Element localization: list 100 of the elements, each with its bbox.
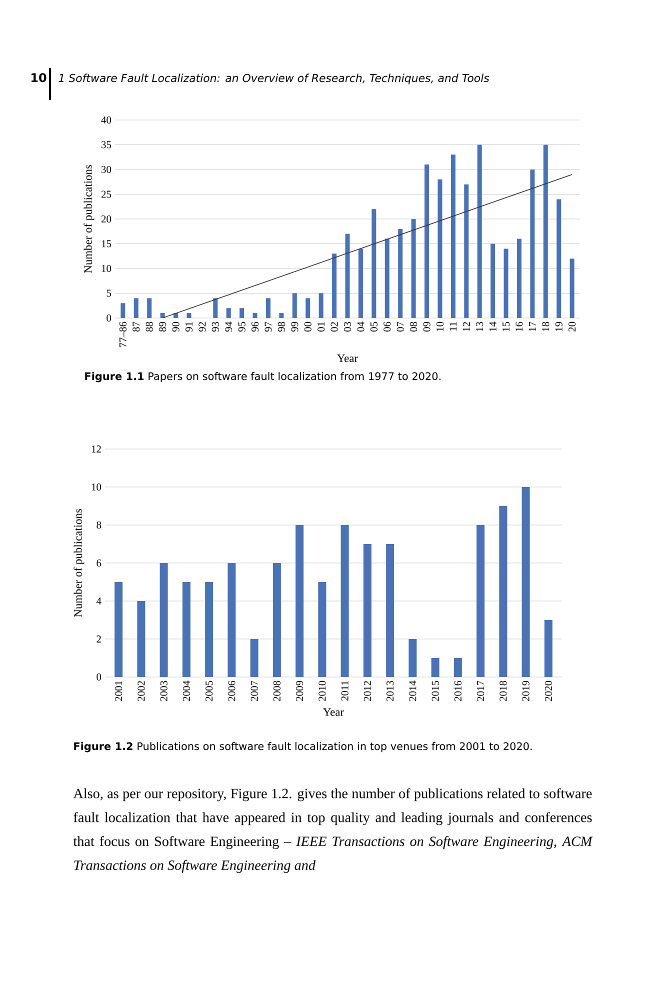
x-tick-label: 06 (384, 322, 391, 332)
x-tick-label: 10 (436, 322, 444, 332)
x-tick-label: 02 (330, 322, 338, 332)
text: Figure 1.1 Papers on software fault localization from 1977 to 2020. (85, 372, 440, 382)
x-tick-label: 2014 (409, 680, 416, 701)
y-tick-label: 6 (96, 559, 102, 567)
y-tick-label: 20 (101, 215, 112, 223)
bar (516, 238, 522, 318)
bar (134, 298, 138, 318)
x-tick-label: 2008 (273, 680, 280, 701)
bar (438, 179, 442, 318)
bar (279, 313, 284, 318)
x-tick-label: 93 (212, 322, 219, 332)
x-tick-label: 2017 (477, 680, 484, 701)
bar (363, 544, 372, 677)
x-tick-label: 2016 (454, 680, 462, 701)
y-tick-label: 15 (102, 240, 112, 248)
y-tick-label: 5 (106, 290, 112, 297)
x-tick-label: 96 (252, 322, 259, 332)
bar (556, 199, 562, 318)
x-tick-label: 03 (344, 322, 352, 332)
bar (137, 600, 146, 677)
x-tick-label: 12 (462, 322, 470, 332)
y-axis-title: Number of publications (84, 164, 94, 274)
text: Also, as per our repository, Figure 1.2. gives the number of publications related to software fault localization that have appeared in top quality and leading journals and conferences that focus on Software Engineering – IEEE Transactions on Software Engineering, ACM Transactions on Software Engineering and (73, 788, 593, 873)
x-tick-label: 2006 (228, 680, 236, 701)
x-tick-label: 01 (318, 322, 325, 332)
x-tick-label: 2005 (206, 680, 213, 701)
x-tick-label: 99 (291, 322, 298, 332)
bar (318, 582, 326, 677)
bar (296, 524, 304, 677)
x-tick-label: 2010 (318, 680, 326, 701)
bar (226, 308, 231, 318)
x-tick-label: 95 (238, 322, 246, 332)
x-tick-label: 2002 (138, 681, 145, 701)
y-tick-label: 12 (92, 446, 101, 452)
bar (504, 248, 508, 318)
bar (160, 313, 165, 318)
bar (450, 154, 456, 318)
bar (543, 144, 548, 318)
x-tick-label: 17 (528, 322, 536, 332)
bar (477, 144, 482, 318)
bar (306, 298, 310, 318)
bar (186, 313, 192, 318)
x-tick-label: 14 (489, 322, 496, 332)
bar (318, 293, 324, 318)
bar (160, 562, 168, 677)
x-tick-label: 20 (568, 322, 576, 332)
bar (345, 234, 350, 318)
x-tick-label: 2013 (386, 680, 394, 701)
bar (454, 658, 462, 677)
bar (147, 298, 152, 318)
bar (114, 582, 123, 677)
y-tick-label: 40 (101, 116, 112, 124)
x-tick-label: 97 (264, 322, 272, 332)
x-tick-label: 00 (304, 322, 312, 332)
x-tick-label: 13 (476, 322, 484, 332)
bar (530, 169, 535, 318)
y-tick-label: 0 (106, 314, 112, 322)
bar (358, 248, 363, 318)
x-tick-label: 77–86 (119, 322, 126, 347)
x-tick-label: 08 (410, 322, 418, 332)
x-tick-label: 2018 (500, 680, 507, 701)
x-tick-label: 2012 (364, 681, 371, 701)
bar (424, 164, 430, 318)
x-axis-title: Year (323, 708, 344, 716)
bar (250, 638, 258, 677)
x-tick-label: 07 (396, 322, 404, 332)
bar (240, 308, 244, 318)
x-tick-label: 2015 (432, 680, 439, 701)
bar (272, 562, 281, 677)
y-tick-label: 35 (102, 141, 112, 148)
x-tick-label: 19 (555, 322, 562, 332)
x-tick-label: 2007 (250, 680, 258, 701)
x-tick-label: 2004 (182, 680, 190, 701)
y-tick-label: 10 (92, 483, 102, 491)
x-tick-label: 09 (423, 322, 430, 332)
x-tick-label: 91 (185, 322, 192, 332)
bar (384, 238, 390, 318)
y-axis-title: Number of publications (74, 508, 84, 618)
x-tick-label: 2001 (115, 681, 122, 701)
bar (252, 313, 258, 318)
bar (464, 184, 469, 318)
x-axis-title: Year (337, 354, 358, 362)
x-tick-label: 18 (542, 322, 550, 332)
x-tick-label: 2009 (296, 680, 304, 701)
bar (499, 506, 508, 677)
bar (386, 544, 394, 677)
x-tick-label: 98 (278, 322, 285, 332)
text: Figure 1.2 Publications on software fault localization in top venues from 2001 to 2020. (74, 742, 532, 752)
x-tick-label: 92 (198, 322, 206, 332)
y-tick-label: 10 (102, 264, 112, 272)
bar (522, 486, 530, 677)
x-tick-label: 94 (225, 322, 232, 332)
text: 10 (32, 73, 46, 82)
x-tick-label: 2011 (341, 681, 348, 701)
text: 1 Software Fault Localization: an Overview of Research, Techniques, and Tools (58, 74, 490, 84)
bar (398, 228, 403, 318)
bar (476, 524, 485, 677)
y-tick-label: 4 (96, 598, 102, 604)
